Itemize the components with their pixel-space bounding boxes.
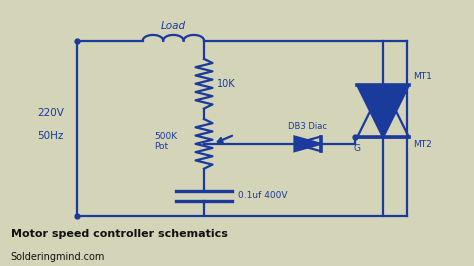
Polygon shape bbox=[294, 136, 321, 151]
Text: 0.1uf 400V: 0.1uf 400V bbox=[238, 191, 287, 200]
Text: MT2: MT2 bbox=[413, 140, 431, 149]
Text: MT1: MT1 bbox=[413, 72, 432, 81]
Text: Load: Load bbox=[161, 22, 186, 31]
Text: 10K: 10K bbox=[217, 79, 236, 89]
Text: G: G bbox=[354, 144, 361, 153]
Polygon shape bbox=[357, 85, 409, 137]
Text: 220V: 220V bbox=[37, 108, 64, 118]
Text: DB3 Diac: DB3 Diac bbox=[288, 122, 327, 131]
Text: 50Hz: 50Hz bbox=[37, 131, 64, 141]
Text: Solderingmind.com: Solderingmind.com bbox=[11, 252, 105, 262]
Text: Motor speed controller schematics: Motor speed controller schematics bbox=[11, 229, 228, 239]
Text: 500K
Pot: 500K Pot bbox=[155, 132, 178, 151]
